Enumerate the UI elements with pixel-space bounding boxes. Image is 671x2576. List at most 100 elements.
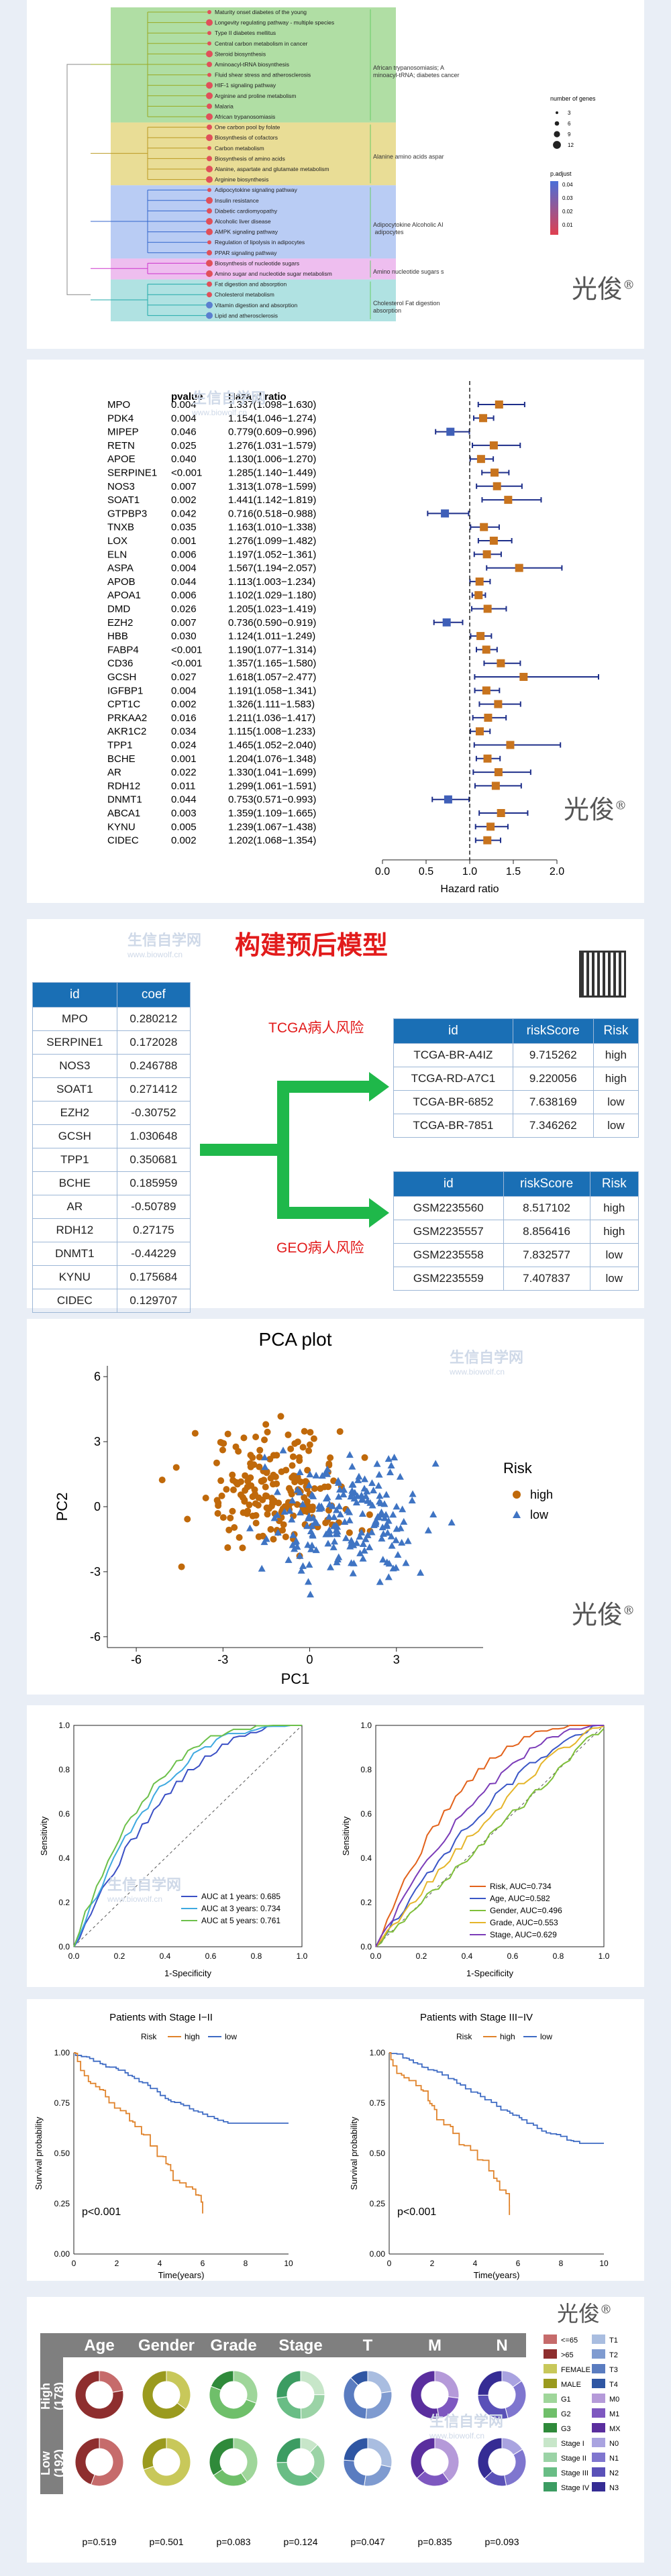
cluster-label: Amino nucleotide sugars s — [373, 268, 444, 275]
term-label: Aminoacyl-tRNA biosynthesis — [215, 61, 289, 68]
model-panel: 构建预后模型 生信自学网 www.biowolf.cn id coef MPO 0.28… — [27, 919, 644, 1313]
km-legend-high: high — [500, 2032, 515, 2041]
pca-point-high — [252, 1519, 260, 1527]
table-row: GSM2235560 8.517102 high — [393, 1196, 639, 1220]
table-header: id — [32, 982, 117, 1008]
cluster-label-line: adipocytes — [373, 229, 404, 235]
pca-point-high — [272, 1473, 279, 1481]
pca-point-low — [348, 1487, 356, 1494]
pca-point-low — [368, 1479, 376, 1487]
pca-y-tick-label: 6 — [94, 1370, 101, 1383]
donut-legend-label: <=65 — [561, 2337, 578, 2345]
pca-point-high — [249, 1512, 256, 1519]
pca-point-low — [359, 1540, 367, 1547]
pca-point-low — [354, 1476, 362, 1483]
km-y-tick-label: 0.75 — [370, 2098, 386, 2108]
km-x-tick-label: 8 — [559, 2259, 564, 2268]
donut-slice — [410, 2370, 440, 2420]
pca-point-high — [297, 1479, 305, 1486]
term-label: Regulation of lipolysis in adipocytes — [215, 239, 305, 246]
pca-point-low — [354, 1492, 362, 1499]
pca-point-high — [219, 1514, 227, 1521]
pca-point-low — [274, 1529, 282, 1536]
forest-gene: DMD — [107, 604, 130, 615]
pca-point-low — [389, 1511, 397, 1518]
donut-legend-swatch — [544, 2334, 557, 2344]
roc-y-tick-label: 1.0 — [360, 1721, 372, 1730]
pca-point-low — [398, 1539, 406, 1546]
donut-slice — [143, 2437, 191, 2487]
term-dot — [207, 10, 211, 14]
pca-point-high — [213, 1459, 220, 1466]
row-header-band — [40, 2333, 63, 2494]
donut-legend-swatch — [592, 2364, 605, 2373]
table-row: AR -0.50789 — [32, 1195, 191, 1219]
term-dot — [207, 188, 211, 193]
pca-point-low — [400, 1517, 408, 1525]
flow-arrows — [200, 1072, 389, 1228]
brand-mark: 光俊® — [564, 795, 627, 824]
donut-legend-swatch — [592, 2349, 605, 2359]
forest-hr-text: 1.190(1.077−1.314) — [228, 644, 316, 655]
term-label: Amino sugar and nucleotide sugar metabol… — [215, 270, 332, 277]
pca-point-high — [178, 1563, 185, 1570]
table-header: id — [393, 1171, 504, 1197]
clinical-donut-grid: Age Gender Grade Stage T M N High(178) Low(192) p… — [39, 2333, 621, 2547]
roc-y-tick-label: 0.0 — [58, 1942, 70, 1951]
tcga-risk-table: id riskScore Risk TCGA-BR-A4IZ 9.715262 high T… — [393, 1018, 639, 1138]
donut-slice — [210, 2370, 234, 2391]
pca-point-low — [417, 1568, 425, 1576]
donut-slice — [350, 2370, 368, 2386]
forest-pvalue: 0.027 — [171, 672, 197, 683]
tcga-label: TCGA病人风险 — [268, 1020, 364, 1036]
pca-legend-low-marker — [513, 1511, 521, 1518]
table-cell: low — [592, 1090, 639, 1114]
roc-legend-label: Gender, AUC=0.496 — [490, 1906, 562, 1915]
table-cell: KYNU — [32, 1265, 117, 1289]
pca-point-high — [219, 1446, 226, 1454]
table-header: coef — [116, 982, 191, 1008]
pca-point-high — [255, 1533, 262, 1540]
km-curve — [389, 2052, 511, 2215]
forest-gene: BCHE — [107, 753, 136, 765]
pca-point-low — [393, 1525, 401, 1532]
forest-box — [483, 754, 492, 763]
pca-point-high — [227, 1514, 234, 1521]
pca-point-low — [378, 1523, 386, 1531]
pca-point-high — [285, 1431, 292, 1438]
pca-point-low — [309, 1532, 317, 1539]
pca-point-low — [393, 1503, 401, 1510]
forest-box — [495, 400, 503, 409]
table-header: Risk — [592, 1018, 639, 1044]
donut-legend-swatch — [544, 2453, 557, 2462]
pca-legend-high-marker — [513, 1491, 521, 1499]
donut-legend-swatch — [592, 2408, 605, 2418]
km-x-tick-label: 6 — [516, 2259, 521, 2268]
forest-pvalue: 0.026 — [171, 604, 197, 615]
roc-x-tick-label: 0.6 — [205, 1951, 217, 1961]
forest-hr-text: 1.197(1.052−1.361) — [228, 549, 316, 560]
donut-slice — [90, 2437, 124, 2487]
pca-point-low — [368, 1528, 376, 1536]
forest-gene: AR — [107, 767, 121, 778]
table-cell: GSM2235558 — [393, 1243, 504, 1267]
km-x-tick-label: 2 — [430, 2259, 435, 2268]
forest-gene: ELN — [107, 549, 127, 560]
roc-x-tick-label: 0.8 — [251, 1951, 262, 1961]
donut-col-header: Age — [84, 2337, 114, 2355]
forest-gene: SERPINE1 — [107, 468, 157, 479]
pca-x-tick-label: 3 — [393, 1653, 400, 1666]
forest-pvalue: 0.007 — [171, 481, 197, 492]
cluster-label-line: Amino nucleotide sugars s — [373, 268, 444, 275]
term-label: African trypanosomiasis — [215, 113, 275, 120]
pca-point-high — [218, 1492, 225, 1499]
term-label: Arginine and proline metabolism — [215, 93, 296, 99]
pca-point-low — [299, 1500, 307, 1507]
pca-point-high — [256, 1446, 264, 1454]
donut-slice — [434, 2437, 460, 2482]
donut-col-header: Stage — [278, 2337, 322, 2355]
donut-legend-label: Stage I — [561, 2440, 584, 2448]
table-cell: 1.030648 — [116, 1124, 191, 1148]
pca-point-high — [256, 1463, 263, 1470]
term-label: Biosynthesis of amino acids — [215, 155, 285, 162]
